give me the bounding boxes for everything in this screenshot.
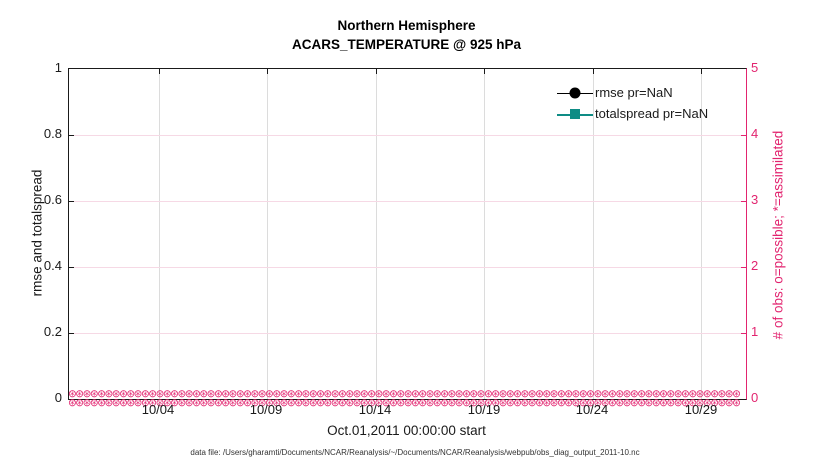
x-tick-label: 10/04	[141, 402, 175, 417]
y-axis-label-left: rmse and totalspread	[29, 169, 45, 297]
x-tick-mark	[159, 69, 160, 74]
obs-count-markers-band: ⊛⊛⊛⊛⊛⊛⊛⊛⊛⊛⊛⊛⊛⊛⊛⊛⊛⊛⊛⊛⊛⊛⊛⊛⊛⊛⊛⊛⊛⊛⊛⊛⊛⊛⊛⊛⊛⊛⊛⊛…	[68, 390, 741, 407]
gridline-vertical	[701, 69, 702, 399]
legend: rmse pr=NaN totalspread pr=NaN	[557, 82, 708, 124]
gridline-horizontal	[69, 333, 746, 334]
y-left-tick-label: 0.6	[43, 192, 62, 207]
y-axis-label-right: # of obs: o=possible; *=assimilated	[770, 130, 786, 340]
title-line-1: Northern Hemisphere	[337, 18, 476, 33]
title-line-2: ACARS_TEMPERATURE @ 925 hPa	[292, 37, 521, 52]
legend-sample-totalspread	[557, 107, 593, 121]
y-right-tick-label: 0	[751, 390, 759, 405]
y-left-tick-label: 1	[54, 60, 62, 75]
gridline-horizontal	[69, 201, 746, 202]
gridline-vertical	[267, 69, 268, 399]
y-right-tick-label: 4	[751, 126, 759, 141]
y-left-tick-label: 0.8	[43, 126, 62, 141]
legend-label-totalspread: totalspread pr=NaN	[595, 106, 709, 121]
x-tick-mark	[267, 69, 268, 74]
y-left-tick-mark	[69, 267, 74, 268]
x-tick-label: 10/19	[467, 402, 501, 417]
x-tick-label: 10/09	[249, 402, 283, 417]
plot-area: rmse pr=NaN totalspread pr=NaN	[68, 68, 747, 400]
legend-label-rmse: rmse pr=NaN	[595, 85, 673, 100]
x-tick-label: 10/29	[684, 402, 718, 417]
y-right-tick-label: 2	[751, 258, 759, 273]
gridline-vertical	[376, 69, 377, 399]
x-tick-mark	[376, 69, 377, 74]
y-right-tick-mark	[741, 201, 746, 202]
y-right-tick-label: 5	[751, 60, 759, 75]
x-axis-label: Oct.01,2011 00:00:00 start	[327, 423, 486, 438]
x-tick-label: 10/14	[358, 402, 392, 417]
y-right-tick-label: 3	[751, 192, 759, 207]
x-tick-mark	[484, 69, 485, 74]
y-right-tick-mark	[741, 333, 746, 334]
gridline-vertical	[593, 69, 594, 399]
y-left-tick-label: 0	[54, 390, 62, 405]
y-right-tick-label: 1	[751, 324, 759, 339]
x-tick-mark	[701, 69, 702, 74]
y-left-tick-mark	[69, 201, 74, 202]
gridline-horizontal	[69, 135, 746, 136]
x-tick-mark	[593, 69, 594, 74]
chart-title: Northern Hemisphere ACARS_TEMPERATURE @ …	[68, 16, 745, 54]
y-right-tick-mark	[741, 267, 746, 268]
data-file-caption: data file: /Users/gharamti/Documents/NCA…	[190, 448, 640, 457]
legend-item-totalspread: totalspread pr=NaN	[557, 103, 708, 124]
y-left-tick-label: 0.2	[43, 324, 62, 339]
y-left-tick-mark	[69, 135, 74, 136]
y-right-tick-mark	[741, 135, 746, 136]
legend-sample-rmse	[557, 86, 593, 100]
legend-item-rmse: rmse pr=NaN	[557, 82, 708, 103]
filled-circle-marker-icon	[569, 87, 581, 98]
filled-square-marker-icon	[570, 108, 580, 119]
y-left-tick-label: 0.4	[43, 258, 62, 273]
gridline-horizontal	[69, 267, 746, 268]
x-tick-label: 10/24	[575, 402, 609, 417]
gridline-vertical	[159, 69, 160, 399]
y-left-tick-mark	[69, 333, 74, 334]
gridline-vertical	[484, 69, 485, 399]
